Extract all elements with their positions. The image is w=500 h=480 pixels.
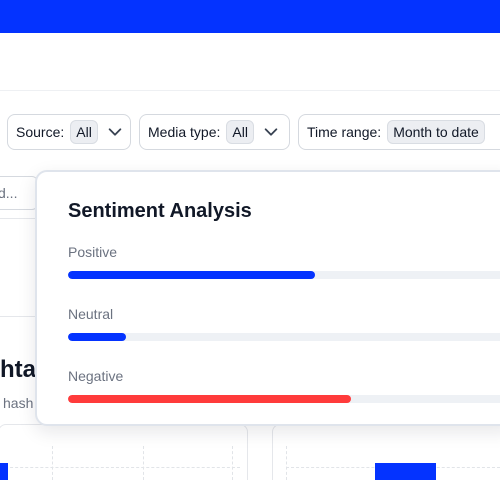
divider — [0, 218, 36, 219]
section-subtext: hash — [3, 395, 34, 411]
grid-line — [143, 446, 144, 480]
chevron-down-icon — [108, 128, 122, 136]
time-range-filter-dropdown[interactable]: Time range: Month to date — [298, 114, 500, 150]
neutral-label: Neutral — [68, 306, 114, 322]
positive-label: Positive — [68, 244, 118, 260]
search-input[interactable]: d... — [0, 176, 38, 210]
popover-title: Sentiment Analysis — [68, 200, 252, 222]
negative-label: Negative — [68, 368, 124, 384]
page-header — [0, 33, 500, 91]
source-filter-label: Source: — [16, 124, 65, 140]
chart-bar — [0, 463, 8, 480]
negative-progress-fill — [68, 395, 351, 403]
grid-line — [286, 446, 287, 480]
chevron-down-icon — [264, 128, 278, 136]
grid-line — [52, 446, 53, 480]
top-app-bar — [0, 0, 500, 33]
source-filter-value: All — [70, 120, 98, 144]
media-type-filter-label: Media type: — [148, 124, 221, 140]
positive-progress-bar — [68, 271, 500, 279]
negative-progress-bar — [68, 395, 500, 403]
chart-card-left — [0, 424, 248, 480]
grid-line — [0, 467, 240, 468]
neutral-progress-fill — [68, 333, 127, 341]
grid-line — [232, 446, 233, 480]
source-filter-dropdown[interactable]: Source: All — [7, 114, 131, 150]
divider — [0, 316, 36, 317]
chart-bar — [375, 463, 436, 480]
time-range-filter-label: Time range: — [307, 124, 382, 140]
time-range-filter-value: Month to date — [387, 120, 485, 144]
filter-bar: Source: All Media type: All Time range: … — [0, 112, 500, 152]
positive-progress-fill — [68, 271, 315, 279]
sentiment-analysis-popover: Sentiment Analysis Positive Neutral Nega… — [35, 170, 500, 426]
media-type-filter-dropdown[interactable]: Media type: All — [139, 114, 290, 150]
neutral-progress-bar — [68, 333, 500, 341]
media-type-filter-value: All — [226, 120, 254, 144]
